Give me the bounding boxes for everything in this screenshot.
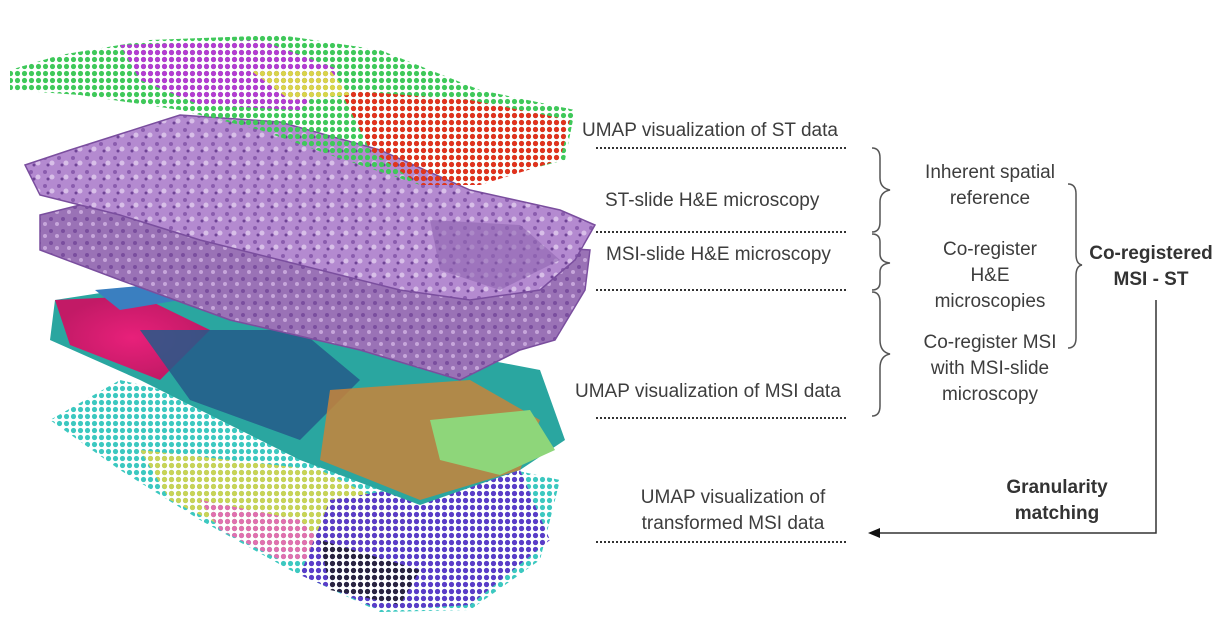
label-umap-transformed-line1: UMAP visualization of bbox=[640, 487, 826, 508]
bracket-coregistered bbox=[1067, 183, 1083, 349]
label-umap-st: UMAP visualization of ST data bbox=[582, 120, 838, 141]
step-coreg-he-line1: Co-register bbox=[943, 239, 1037, 260]
granularity-arrow-head bbox=[868, 528, 880, 538]
st-umap-layer bbox=[10, 35, 575, 185]
step-coreg-he-line3: microscopies bbox=[934, 291, 1046, 312]
brace-coreg-msi bbox=[871, 291, 891, 417]
label-umap-msi: UMAP visualization of MSI data bbox=[575, 381, 841, 402]
step-coreg-he-line2: H&E bbox=[970, 265, 1010, 286]
brace-inherent bbox=[871, 147, 891, 233]
label-umap-transformed-line2: transformed MSI data bbox=[641, 513, 825, 534]
step-inherent-line1: Inherent spatial bbox=[925, 162, 1055, 183]
step-coreg-msi-line2: with MSI-slide bbox=[930, 358, 1050, 379]
st-he-layer bbox=[23, 114, 597, 301]
step-coregistered-line1: Co-registered bbox=[1089, 243, 1213, 264]
label-st-he: ST-slide H&E microscopy bbox=[605, 190, 820, 211]
granularity-arrow-line bbox=[878, 300, 1157, 534]
step-granularity-line1: Granularity bbox=[1006, 477, 1108, 498]
step-granularity-line2: matching bbox=[1014, 503, 1100, 524]
step-inherent-line2: reference bbox=[949, 188, 1031, 209]
step-coreg-msi-line1: Co-register MSI bbox=[923, 332, 1057, 353]
brace-coreg-he bbox=[871, 233, 891, 291]
transformed-msi-layer bbox=[50, 380, 560, 612]
step-coreg-msi-line3: microscopy bbox=[941, 384, 1039, 405]
label-msi-he: MSI-slide H&E microscopy bbox=[606, 244, 831, 265]
step-coregistered-line2: MSI - ST bbox=[1113, 269, 1189, 290]
